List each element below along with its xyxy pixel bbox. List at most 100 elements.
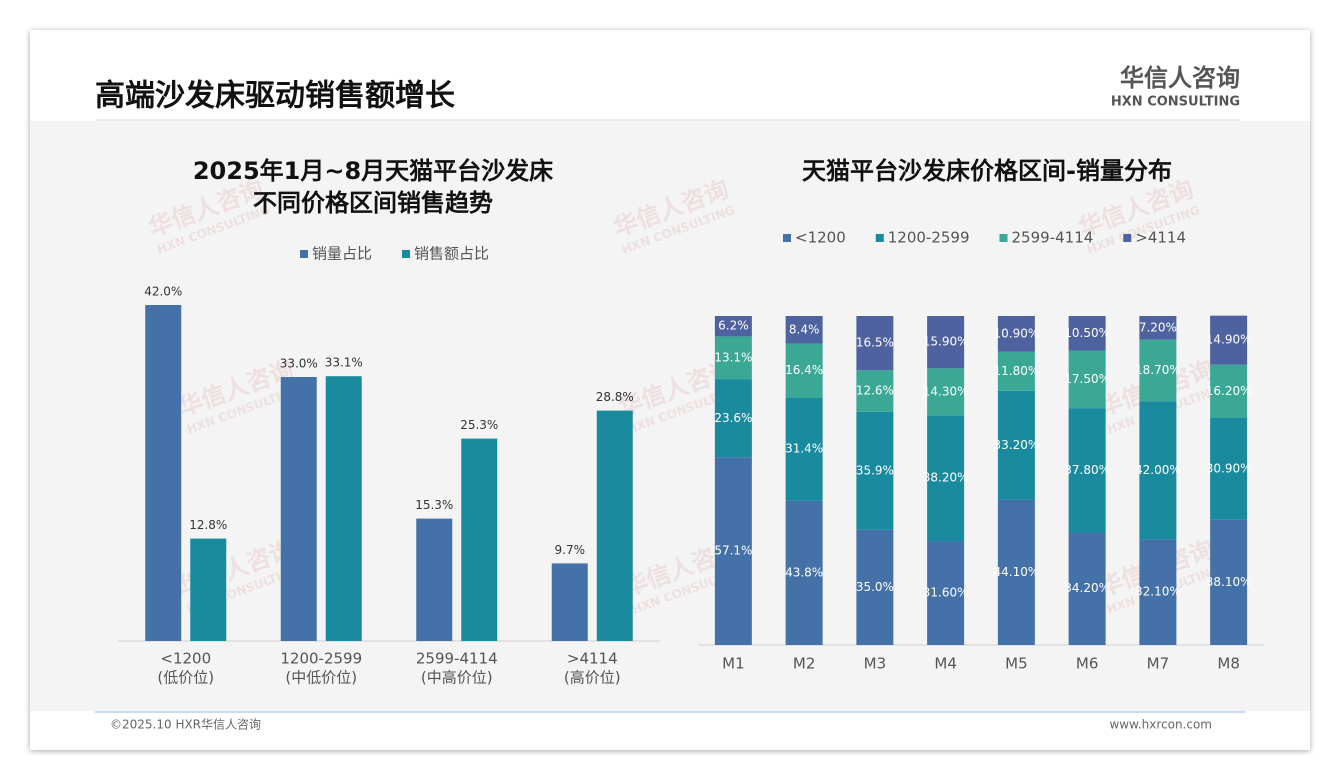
value-label: 42.00% <box>1135 463 1181 477</box>
value-label: 31.4% <box>785 442 823 456</box>
bar-segment <box>714 379 752 458</box>
bar <box>190 538 227 641</box>
bar <box>325 376 362 641</box>
bar-segment <box>1068 350 1106 409</box>
chart-title: 天猫平台沙发床价格区间-销量分布 <box>802 157 1172 185</box>
bar-segment <box>997 351 1035 391</box>
x-tick-label: M6 <box>1076 655 1099 673</box>
value-label: 33.20% <box>993 438 1039 452</box>
bar-segment <box>927 541 965 645</box>
x-tick-label: 2599-4114 <box>416 650 498 668</box>
footer-right: www.hxrcon.com <box>1109 718 1212 732</box>
bar-segment <box>714 457 752 645</box>
legend-swatch <box>783 234 791 242</box>
bar-segment <box>1068 316 1106 351</box>
legend-label: 1200-2599 <box>888 229 970 247</box>
x-tick-label: M8 <box>1217 655 1240 673</box>
value-label: 16.5% <box>856 336 894 350</box>
legend-swatch <box>300 250 308 258</box>
value-label: 11.80% <box>993 364 1039 378</box>
x-tick-label: >4114 <box>567 650 618 668</box>
logo: 华信人咨询 <box>1120 64 1240 92</box>
bar-segment <box>997 499 1035 645</box>
legend-swatch <box>1123 234 1132 242</box>
bar-segment <box>1068 532 1106 645</box>
x-tick-label: M3 <box>864 655 887 673</box>
legend-label: 2599-4114 <box>1012 229 1094 247</box>
value-label: 6.2% <box>718 319 749 333</box>
legend-label: 销量占比 <box>312 245 372 263</box>
bar-segment <box>856 411 894 530</box>
bar-segment <box>856 529 894 645</box>
legend-swatch <box>875 234 884 242</box>
value-label: 14.30% <box>923 384 969 398</box>
x-tick-note: (中高价位) <box>421 669 493 687</box>
bar-segment <box>856 316 894 371</box>
value-label: 34.20% <box>1064 581 1110 595</box>
bar-segment <box>1139 339 1177 402</box>
value-label: 38.20% <box>923 471 969 485</box>
x-tick-label: M1 <box>722 655 745 673</box>
value-label: 18.70% <box>1135 363 1181 377</box>
value-label: 28.8% <box>596 390 634 404</box>
legend-swatch <box>999 234 1008 242</box>
value-label: 15.90% <box>923 335 969 349</box>
value-label: 12.6% <box>856 384 894 398</box>
value-label: 30.90% <box>1206 461 1252 475</box>
bar <box>280 377 317 641</box>
value-label: 15.3% <box>415 498 453 512</box>
bar-segment <box>1139 539 1177 645</box>
bar-segment <box>1139 316 1177 340</box>
x-tick-label: M5 <box>1005 655 1028 673</box>
bar-segment <box>1210 315 1248 365</box>
x-tick-note: (高价位) <box>564 669 621 687</box>
bar <box>416 518 453 641</box>
bar-segment <box>785 500 823 645</box>
x-tick-label: M7 <box>1147 655 1170 673</box>
bar-segment <box>714 316 752 337</box>
bar-segment <box>1210 519 1248 645</box>
bar-segment <box>856 370 894 412</box>
chart-title: 2025年1月~8月天猫平台沙发床 <box>193 157 553 185</box>
legend-label: <1200 <box>795 229 846 247</box>
bar-segment <box>1068 408 1106 533</box>
bar-segment <box>927 316 965 369</box>
logo-en: HXN CONSULTING <box>1111 95 1240 110</box>
x-tick-note: (低价位) <box>157 669 214 687</box>
value-label: 31.60% <box>923 586 969 600</box>
bar-segment <box>785 316 823 344</box>
legend-label: >4114 <box>1135 229 1186 247</box>
bar-segment <box>997 390 1035 500</box>
slide-title: 高端沙发床驱动销售额增长 <box>95 79 455 114</box>
value-label: 38.10% <box>1206 575 1252 589</box>
bar-segment <box>1210 417 1248 520</box>
value-label: 10.50% <box>1064 326 1110 340</box>
value-label: 23.6% <box>714 411 752 425</box>
value-label: 35.9% <box>856 463 894 477</box>
bar-segment <box>927 368 965 416</box>
value-label: 17.50% <box>1064 372 1110 386</box>
value-label: 32.10% <box>1135 585 1181 599</box>
bar-segment <box>785 397 823 501</box>
legend-label: 销售额占比 <box>414 245 489 263</box>
value-label: 13.1% <box>714 350 752 364</box>
bar <box>145 305 182 641</box>
value-label: 16.20% <box>1206 384 1252 398</box>
bar-segment <box>1139 401 1177 540</box>
value-label: 9.7% <box>555 543 586 557</box>
x-tick-label: M4 <box>934 655 957 673</box>
value-label: 33.0% <box>280 357 318 371</box>
bar-segment <box>997 316 1035 352</box>
value-label: 10.90% <box>993 326 1039 340</box>
value-label: 7.20% <box>1139 320 1177 334</box>
value-label: 44.10% <box>993 565 1039 579</box>
bar-segment <box>714 336 752 380</box>
bar <box>551 563 588 641</box>
bar <box>596 410 633 641</box>
legend-swatch <box>402 250 411 258</box>
x-tick-label: 1200-2599 <box>280 650 362 668</box>
value-label: 16.4% <box>785 363 823 377</box>
x-tick-label: M2 <box>793 655 816 673</box>
